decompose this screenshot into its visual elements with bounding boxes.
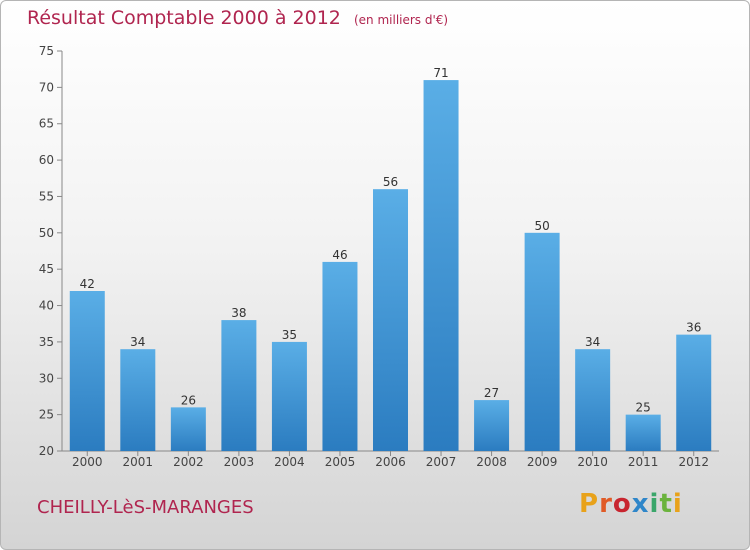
x-tick-label-2000: 2000 [72, 455, 103, 469]
y-tick-label: 75 [39, 44, 54, 58]
x-tick-label-2006: 2006 [375, 455, 406, 469]
bar-2010 [575, 349, 611, 451]
bar-2001 [120, 349, 156, 451]
y-tick-label: 55 [39, 189, 54, 203]
y-tick-label: 40 [39, 299, 54, 313]
bar-2002 [170, 407, 206, 451]
data-label-2008: 27 [484, 386, 499, 400]
chart-subtitle: (en milliers d'€) [353, 13, 449, 27]
x-tick-label-2007: 2007 [426, 455, 457, 469]
y-tick-label: 65 [39, 117, 54, 131]
x-tick-label-2001: 2001 [123, 455, 154, 469]
commune-name: CHEILLY-LèS-MARANGES [37, 497, 254, 518]
y-tick-label: 60 [39, 153, 54, 167]
data-label-2005: 46 [332, 248, 347, 262]
bar-2003 [221, 320, 257, 451]
x-tick-label-2004: 2004 [274, 455, 305, 469]
data-label-2012: 36 [686, 321, 701, 335]
y-tick-label: 50 [39, 226, 54, 240]
bar-2008 [474, 400, 510, 451]
brand-logo: Proxiti [579, 489, 683, 519]
data-label-2001: 34 [130, 335, 145, 349]
y-tick-label: 35 [39, 335, 54, 349]
x-tick-label-2009: 2009 [527, 455, 558, 469]
y-tick-label: 25 [39, 408, 54, 422]
bar-2000 [69, 291, 105, 451]
x-tick-label-2011: 2011 [628, 455, 659, 469]
data-label-2003: 38 [231, 306, 246, 320]
x-tick-label-2010: 2010 [577, 455, 608, 469]
x-tick-label-2012: 2012 [678, 455, 709, 469]
x-tick-label-2005: 2005 [325, 455, 356, 469]
data-label-2006: 56 [383, 175, 398, 189]
x-tick-label-2008: 2008 [476, 455, 507, 469]
bar-2004 [271, 341, 307, 451]
data-label-2007: 71 [433, 66, 448, 80]
data-label-2009: 50 [534, 219, 549, 233]
bar-2012 [676, 334, 712, 451]
data-label-2002: 26 [181, 393, 196, 407]
bar-2009 [524, 232, 560, 451]
x-tick-label-2002: 2002 [173, 455, 204, 469]
y-tick-label: 20 [39, 444, 54, 458]
bar-2011 [625, 414, 661, 451]
bar-2006 [373, 189, 408, 451]
chart-title: Résultat Comptable 2000 à 2012 [27, 7, 341, 29]
bar-2005 [322, 261, 358, 451]
data-label-2000: 42 [80, 277, 95, 291]
y-tick-label: 45 [39, 262, 54, 276]
data-label-2004: 35 [282, 328, 297, 342]
data-label-2010: 34 [585, 335, 600, 349]
data-label-2011: 25 [636, 401, 651, 415]
title-row: Résultat Comptable 2000 à 2012 (en milli… [27, 7, 448, 29]
bars: 42 34 26 38 35 46 56 71 27 50 34 25 36 [69, 66, 712, 451]
y-tick-label: 30 [39, 371, 54, 385]
y-tick-label: 70 [39, 80, 54, 94]
bar-2007 [423, 80, 459, 451]
x-tick-label-2003: 2003 [224, 455, 255, 469]
